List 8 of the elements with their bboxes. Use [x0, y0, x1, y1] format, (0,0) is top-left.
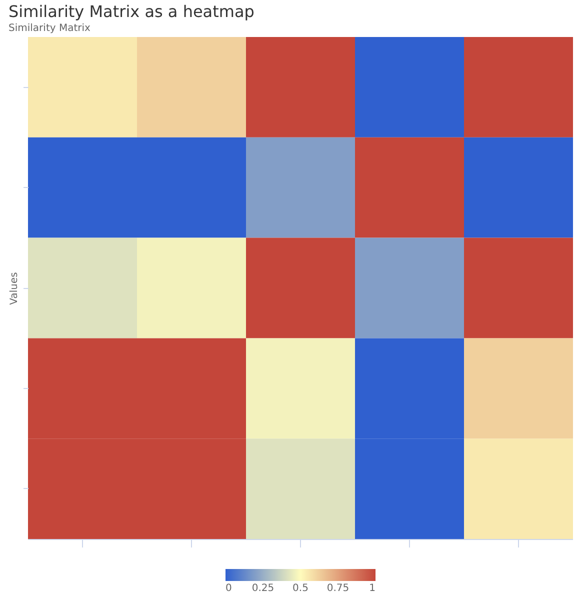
color-bar-label: 0.5: [292, 583, 308, 594]
chart-title: Similarity Matrix as a heatmap: [8, 2, 254, 21]
color-bar-label: 0.75: [326, 583, 350, 594]
color-bar-label: 0: [226, 583, 232, 594]
chart-subtitle: Similarity Matrix: [8, 23, 91, 34]
y-axis-title: Values: [9, 272, 20, 305]
color-bar-label: 0.25: [252, 583, 274, 594]
color-bar-label: 1: [369, 583, 376, 594]
